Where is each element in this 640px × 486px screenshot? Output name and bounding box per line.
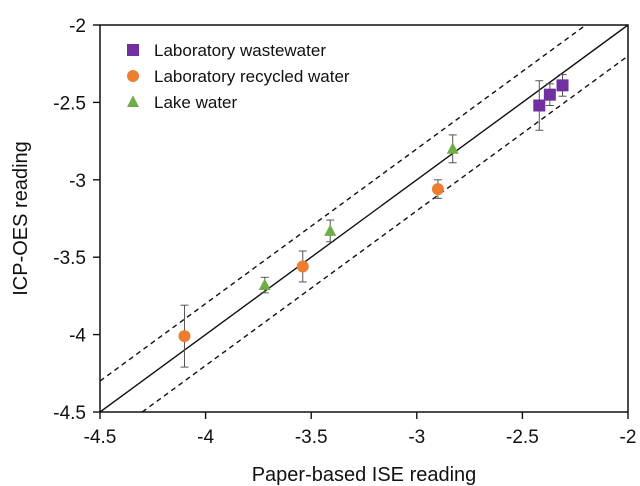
identity-line [99,24,629,413]
x-axis-title: Paper-based ISE reading [252,464,477,486]
legend-label: Laboratory wastewater [154,41,326,60]
y-tick-label: -2.5 [53,93,86,114]
x-tick-label: -3.5 [295,427,328,448]
y-tick-label: -3 [69,171,86,192]
x-axis-ticks: -4.5 -4 -3.5 -3 -2.5 -2 [84,412,637,448]
y-tick-label: -2 [69,16,86,37]
legend-marker [127,44,139,56]
data-point [543,88,556,101]
plot-frame [99,24,629,413]
data-point [431,183,444,196]
data-point [446,142,459,154]
x-tick-label: -2.5 [506,427,539,448]
reference-lines [99,24,629,413]
error-bars [180,74,567,368]
data-point [556,79,569,92]
x-tick-label: -3 [408,427,425,448]
legend-marker [127,70,139,82]
confidence-bound-line [99,24,587,382]
x-tick-label: -4.5 [84,427,117,448]
y-tick-label: -3.5 [53,248,86,269]
confidence-bound-line [141,55,629,413]
data-point [178,330,191,343]
legend: Laboratory wastewater Laboratory recycled… [127,41,350,112]
legend-label: Laboratory recycled water [154,67,350,86]
data-point [296,260,309,273]
data-point [258,278,271,291]
legend-label: Lake water [154,93,237,112]
y-tick-label: -4.5 [53,403,86,424]
y-axis-title: ICP-OES reading [10,141,32,296]
y-tick-label: -4 [69,326,86,347]
x-tick-label: -2 [620,427,637,448]
data-point [324,224,337,236]
data-point [533,99,546,112]
y-axis-ticks: -4.5 -4 -3.5 -3 -2.5 -2 [53,16,100,424]
legend-marker [127,95,139,107]
x-tick-label: -4 [197,427,214,448]
data-markers [178,79,569,343]
